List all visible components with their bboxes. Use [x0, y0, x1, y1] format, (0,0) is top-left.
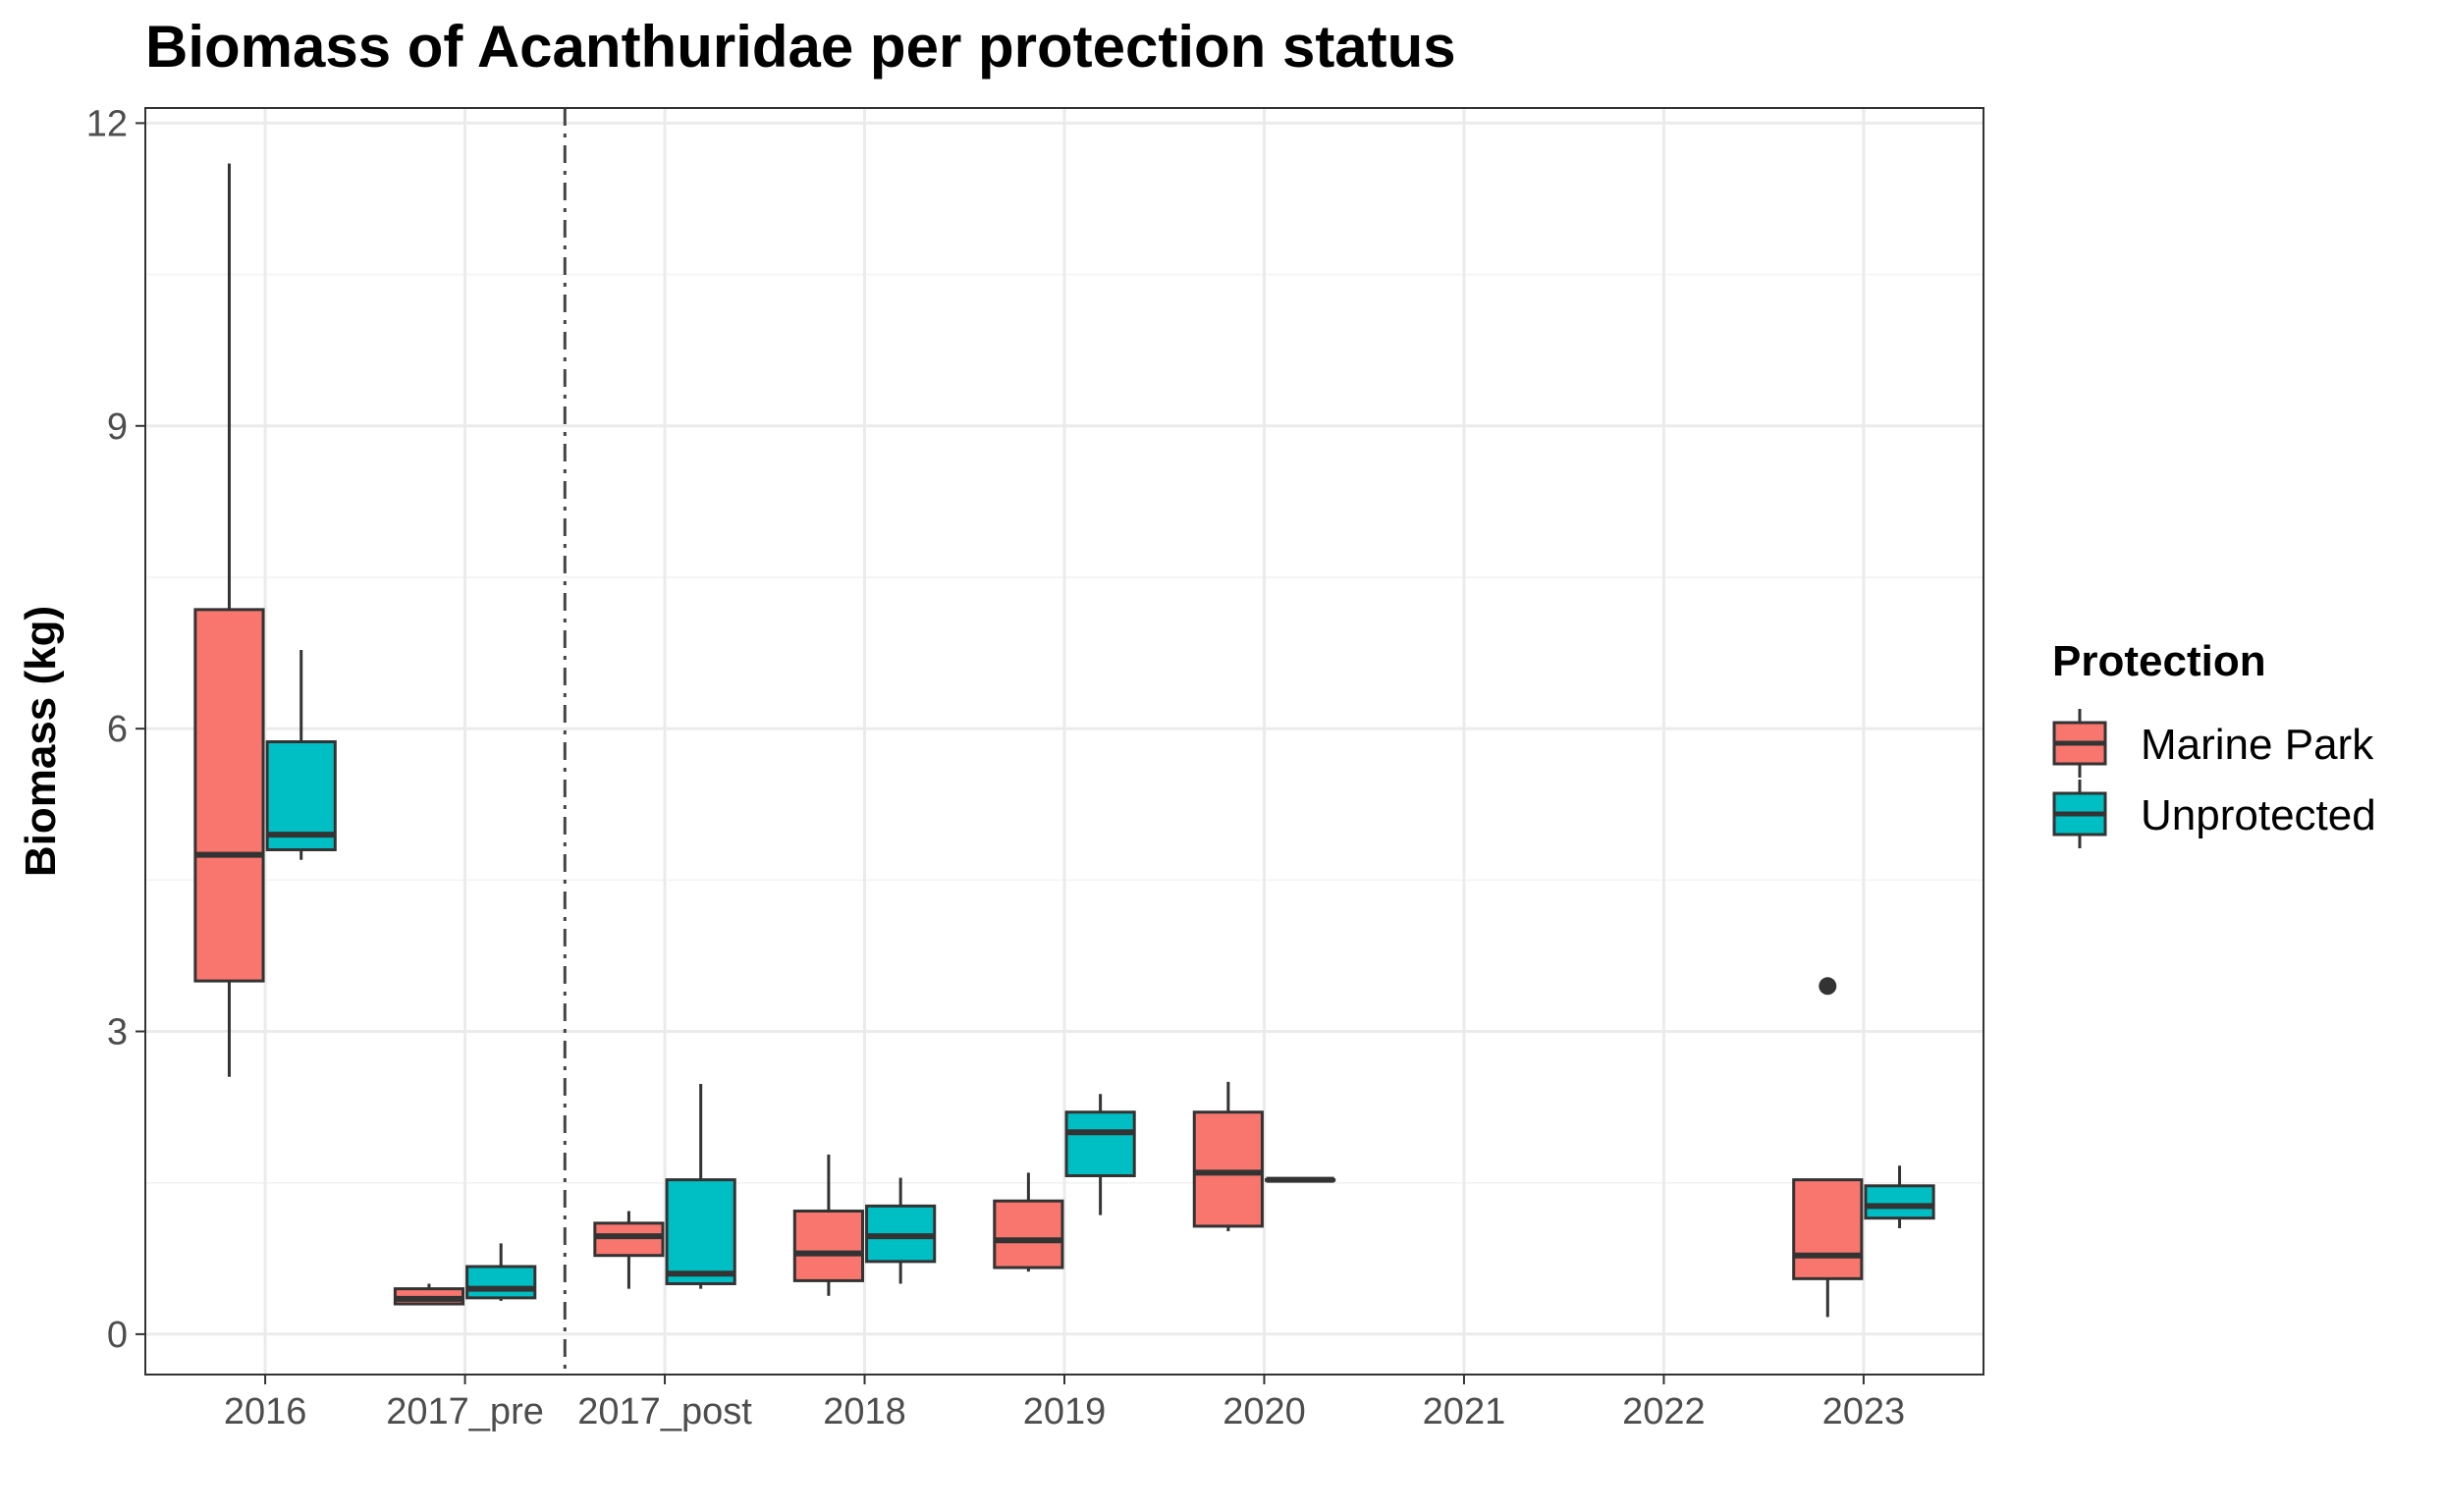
- box-body: [193, 608, 265, 983]
- box-unprotected-2019: [1064, 1094, 1136, 1215]
- box-unprotected-2023: [1864, 1165, 1935, 1228]
- x-tick-label: 2022: [1622, 1391, 1706, 1432]
- box-unprotected-2016: [265, 649, 337, 860]
- legend: Protection Marine Park Unprotected: [2052, 637, 2376, 848]
- legend-title: Protection: [2052, 637, 2266, 685]
- box-marine-park-2018: [792, 1154, 864, 1296]
- x-tick-label: 2021: [1423, 1391, 1506, 1432]
- x-tick-label: 2017_post: [577, 1391, 752, 1432]
- box-unprotected-2017_pre: [465, 1243, 537, 1301]
- plot-boxes: [193, 163, 1935, 1318]
- grid: [145, 108, 1983, 1375]
- y-tick-label: 3: [107, 1012, 128, 1053]
- x-tick-label: 2023: [1822, 1391, 1906, 1432]
- box-unprotected-2020: [1265, 1176, 1336, 1183]
- box-unprotected-2018: [865, 1177, 937, 1284]
- x-tick-label: 2018: [823, 1391, 906, 1432]
- box-body: [1864, 1184, 1935, 1220]
- box-body: [593, 1221, 665, 1258]
- box-body: [792, 1209, 864, 1282]
- box-marine-park-2020: [1192, 1081, 1264, 1232]
- box-body: [665, 1178, 736, 1285]
- box-unprotected-2017_post: [665, 1083, 736, 1289]
- box-body: [1064, 1110, 1136, 1178]
- box-body: [465, 1265, 537, 1300]
- legend-label: Unprotected: [2141, 791, 2376, 839]
- legend-item-unprotected: Unprotected: [2052, 780, 2376, 848]
- x-tick-label: 2019: [1023, 1391, 1107, 1432]
- y-axis-label: Biomass (kg): [17, 606, 65, 877]
- box-marine-park-2017_pre: [393, 1283, 465, 1306]
- legend-label: Marine Park: [2141, 721, 2374, 769]
- chart-title: Biomass of Acanthuridae per protection s…: [145, 14, 1456, 80]
- box-marine-park-2019: [993, 1172, 1064, 1272]
- box-marine-park-2023: [1792, 977, 1864, 1318]
- box-marine-park-2017_post: [593, 1211, 665, 1289]
- box-body: [993, 1199, 1064, 1269]
- y-tick-label: 12: [86, 103, 128, 144]
- y-tick-label: 0: [107, 1315, 128, 1356]
- legend-item-marine-park: Marine Park: [2052, 709, 2374, 778]
- box-body: [1192, 1110, 1264, 1228]
- box-marine-park-2016: [193, 163, 265, 1077]
- x-tick-label: 2017_pre: [386, 1391, 544, 1432]
- x-tick-label: 2020: [1222, 1391, 1306, 1432]
- box-body: [1792, 1178, 1864, 1280]
- outlier-point: [1819, 977, 1837, 996]
- y-tick-label: 6: [107, 709, 128, 750]
- y-tick-label: 9: [107, 406, 128, 448]
- x-tick-label: 2016: [224, 1391, 307, 1432]
- axes: 0 3 6 9 12 2016 2017_pre 2017_post 2018 2019 2020 2…: [86, 103, 1905, 1432]
